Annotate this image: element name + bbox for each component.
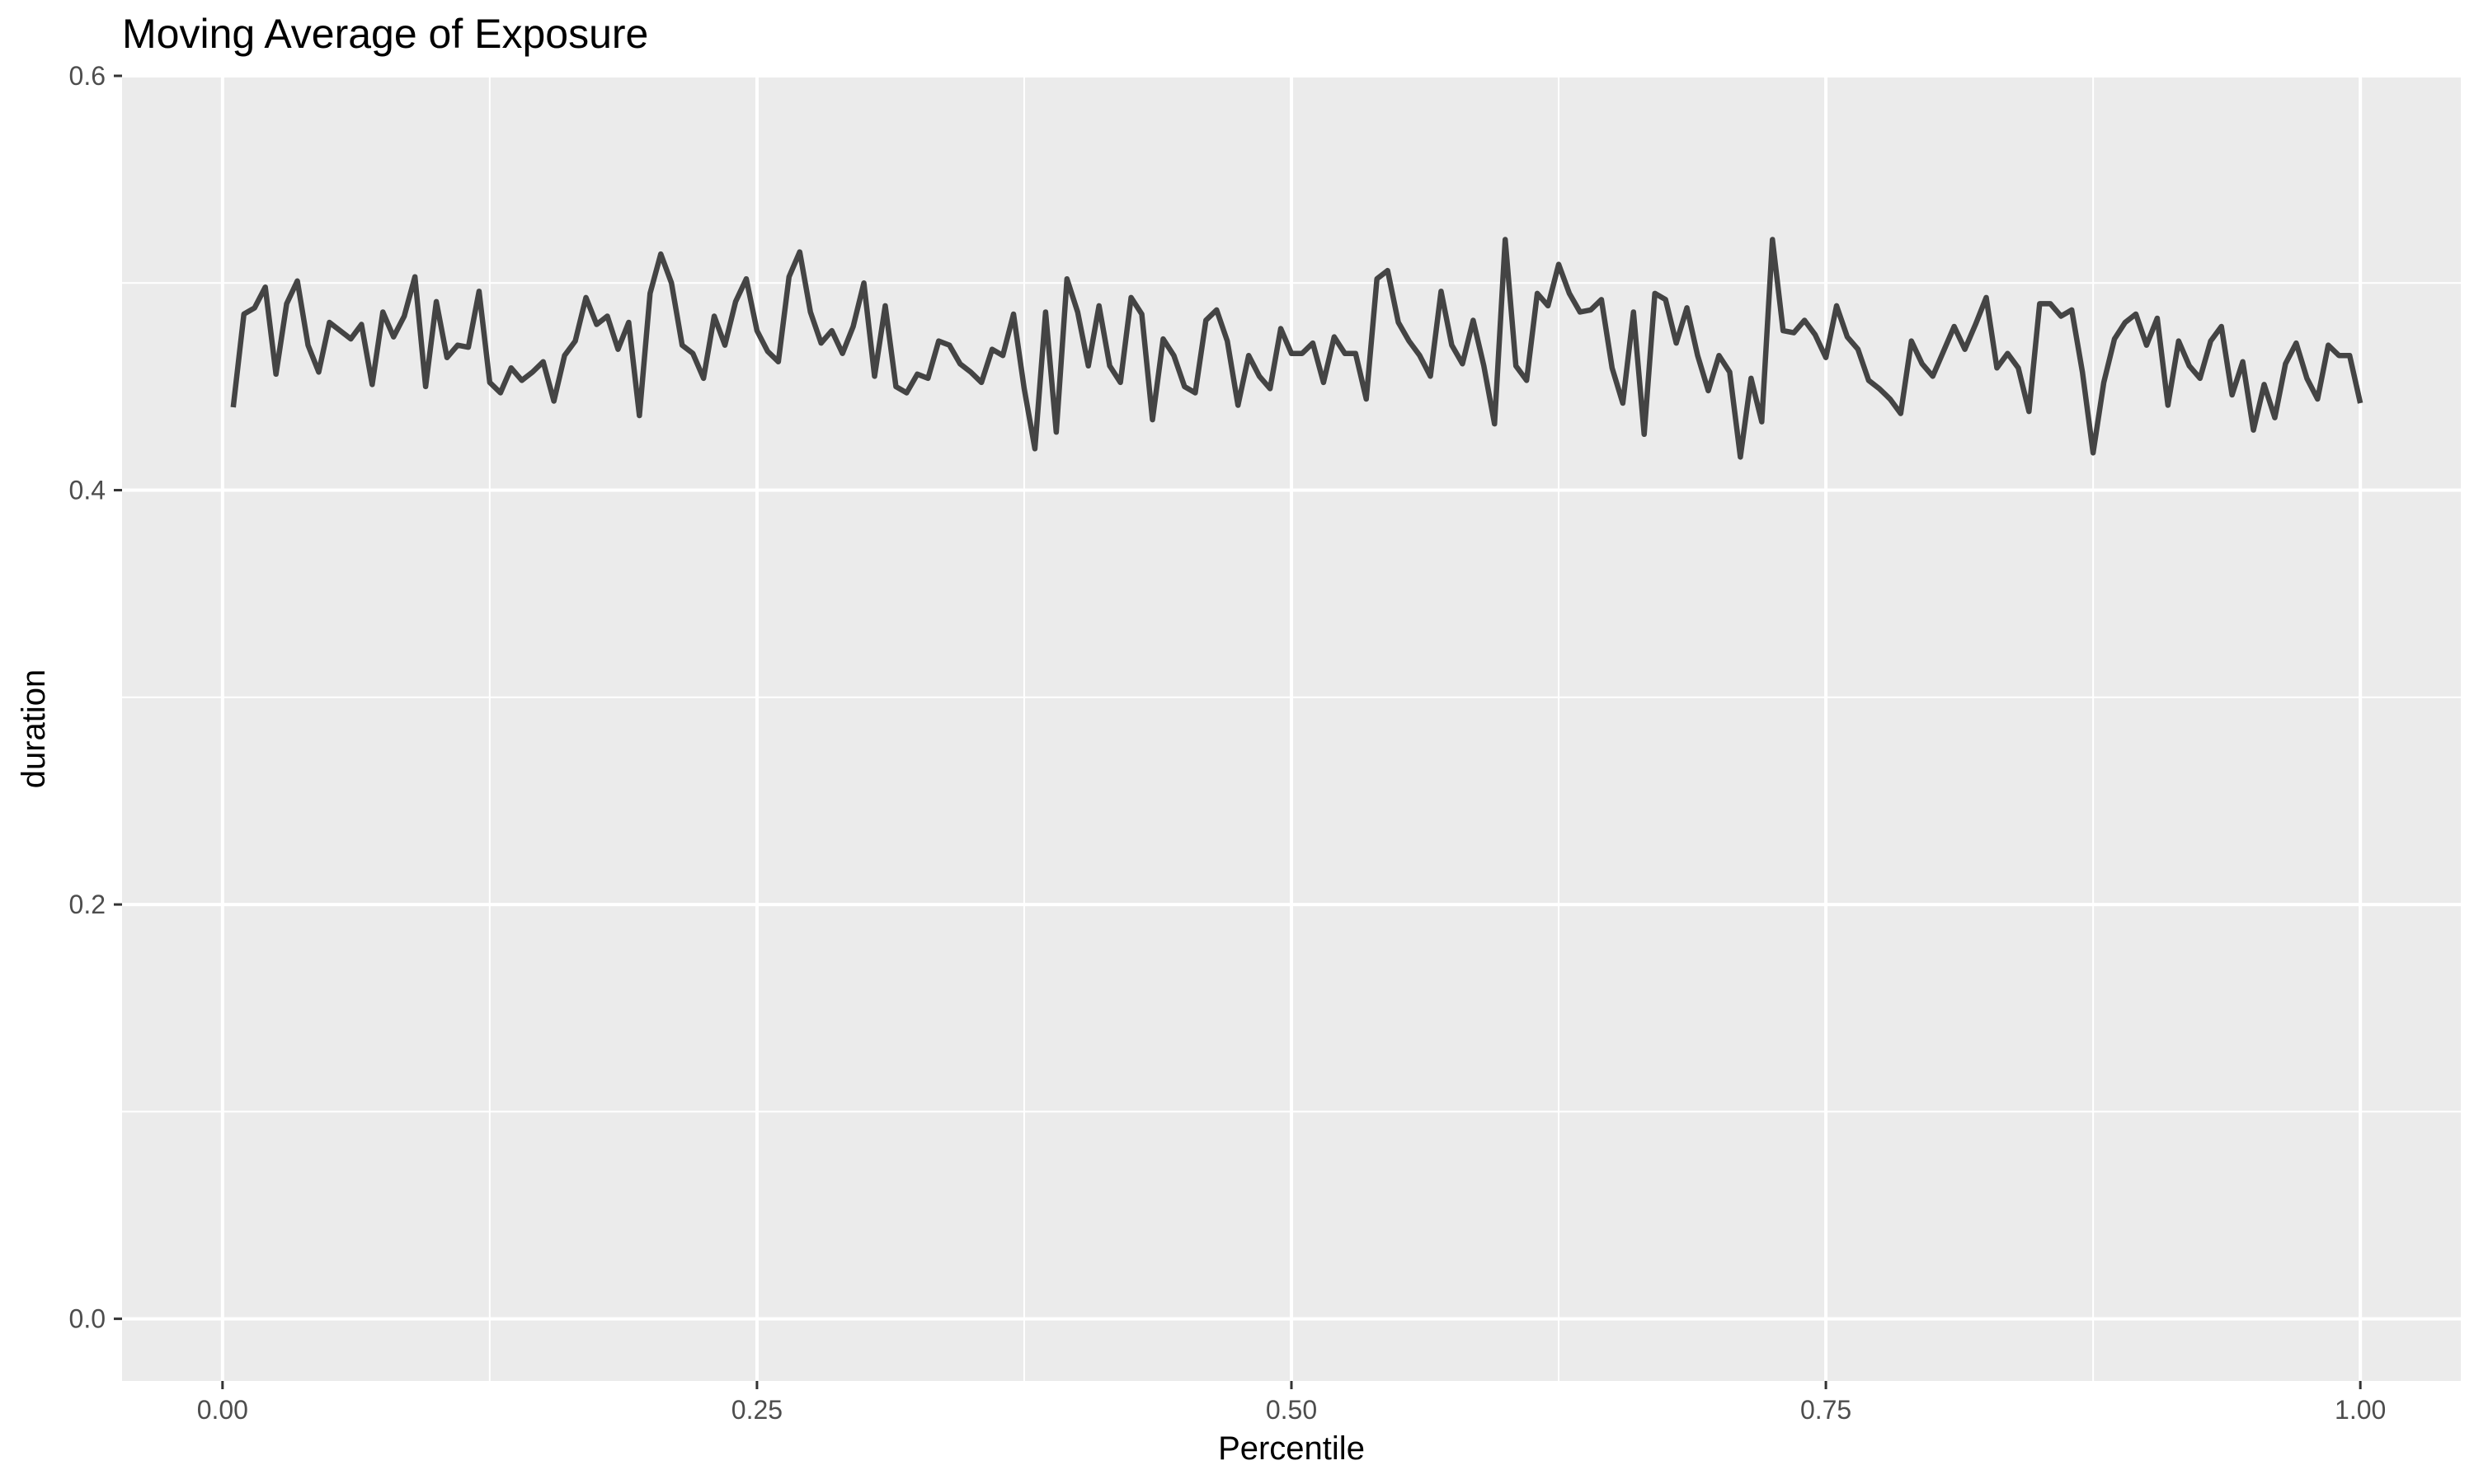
x-tick-label: 0.00 [197,1395,248,1425]
y-tick-label: 0.4 [69,476,106,505]
x-axis-label: Percentile [1218,1430,1365,1467]
x-tick-label: 1.00 [2335,1395,2386,1425]
x-tick-label: 0.75 [1800,1395,1851,1425]
series-line [230,237,2363,460]
y-tick-label: 0.6 [69,61,106,91]
x-tick-label: 0.50 [1266,1395,1317,1425]
y-tick-label: 0.0 [69,1304,106,1334]
x-tick-label: 0.25 [731,1395,783,1425]
axis-ticks [114,74,2362,1389]
y-axis-label: duration [16,669,52,789]
y-tick-labels: 0.0 0.2 0.4 0.6 [69,61,106,1334]
major-gridlines [122,74,2461,1381]
x-tick-labels: 0.00 0.25 0.50 0.75 1.00 [197,1395,2387,1425]
y-tick-label: 0.2 [69,890,106,919]
chart-title: Moving Average of Exposure [122,11,648,57]
